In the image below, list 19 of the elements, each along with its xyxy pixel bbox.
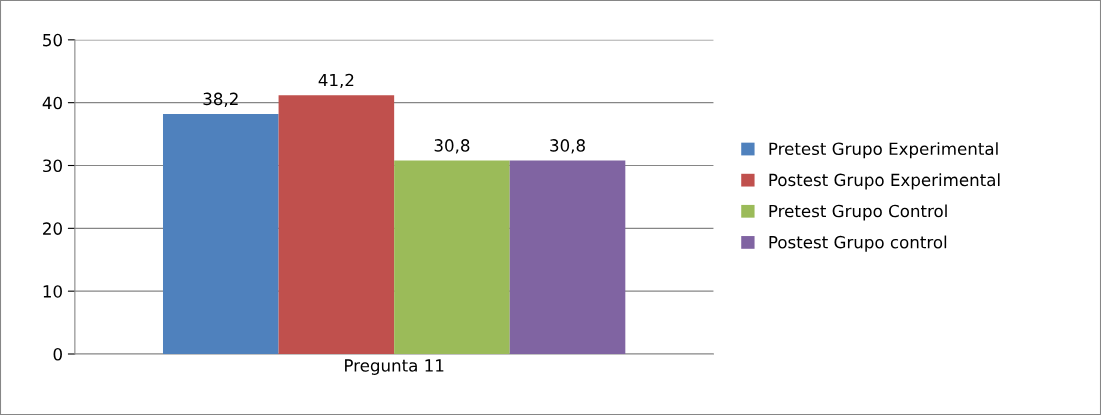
y-tick-label: 40 xyxy=(42,96,62,110)
y-tick-label: 30 xyxy=(43,159,62,173)
bar xyxy=(509,160,626,354)
data-label: 30,8 xyxy=(550,139,585,154)
bar xyxy=(278,95,395,354)
legend-label: Pretest Grupo Control xyxy=(769,204,947,221)
y-tick-label: 20 xyxy=(43,222,62,235)
legend-label: Pretest Grupo Experimental xyxy=(769,142,998,159)
data-label: 41,2 xyxy=(318,73,354,89)
bar xyxy=(394,160,510,354)
y-tick-label: 50 xyxy=(43,33,62,47)
data-label: 30,8 xyxy=(434,139,470,154)
legend-label: Postest Grupo control xyxy=(769,235,947,252)
legend-label: Postest Grupo Experimental xyxy=(769,173,1000,190)
y-tick-label: 10 xyxy=(43,285,62,298)
y-tick-label: 0 xyxy=(53,347,62,361)
bar xyxy=(162,113,279,354)
x-tick-label: Pregunta 11 xyxy=(345,359,444,375)
data-label: 38,2 xyxy=(203,92,238,107)
